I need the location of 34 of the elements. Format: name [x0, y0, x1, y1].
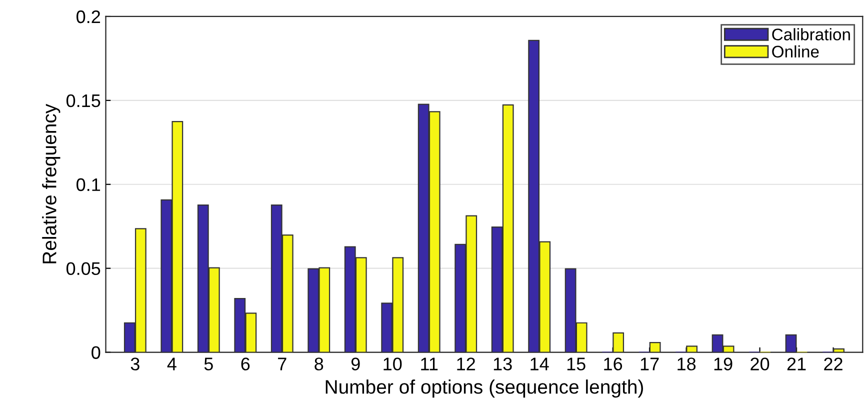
- bar: [612, 332, 624, 352]
- x-tick-label: 8: [314, 358, 324, 370]
- x-tick-label: 18: [678, 358, 696, 370]
- x-tick-label: 19: [714, 358, 732, 370]
- y-tick-label: 0: [92, 346, 100, 359]
- x-tick-label: 22: [824, 358, 842, 370]
- x-axis-title: Number of options (sequence length): [326, 380, 643, 398]
- x-tick-label: 15: [567, 358, 586, 370]
- x-tick-label: 20: [750, 358, 770, 370]
- bar: [649, 342, 661, 352]
- x-tick-label: 14: [530, 358, 549, 370]
- x-tick-label: 9: [351, 358, 360, 370]
- bar: [833, 348, 844, 352]
- legend-label: Online: [772, 45, 819, 58]
- x-tick-label: 13: [494, 358, 512, 370]
- x-tick-label: 12: [457, 358, 475, 370]
- x-tick-label: 17: [640, 358, 659, 370]
- bar: [686, 346, 698, 352]
- y-tick-label: 0.05: [66, 262, 100, 276]
- x-tick-label: 21: [787, 358, 806, 370]
- y-axis-title: Relative frequency: [42, 104, 60, 264]
- x-tick-label: 6: [241, 358, 250, 370]
- x-tick-label: 11: [421, 358, 438, 370]
- x-tick-label: 7: [278, 358, 286, 370]
- bar: [785, 334, 797, 352]
- x-tick-label: 4: [167, 358, 176, 370]
- x-tick-label: 10: [384, 358, 402, 370]
- y-tick-label: 0.15: [66, 94, 100, 108]
- x-tick-label: 3: [130, 358, 140, 370]
- legend-label: Calibration: [772, 28, 850, 40]
- y-tick-label: 0.1: [76, 178, 100, 192]
- y-tick-label: 0.2: [76, 10, 100, 24]
- x-tick-label: 16: [604, 358, 622, 370]
- x-tick-label: 5: [204, 358, 213, 370]
